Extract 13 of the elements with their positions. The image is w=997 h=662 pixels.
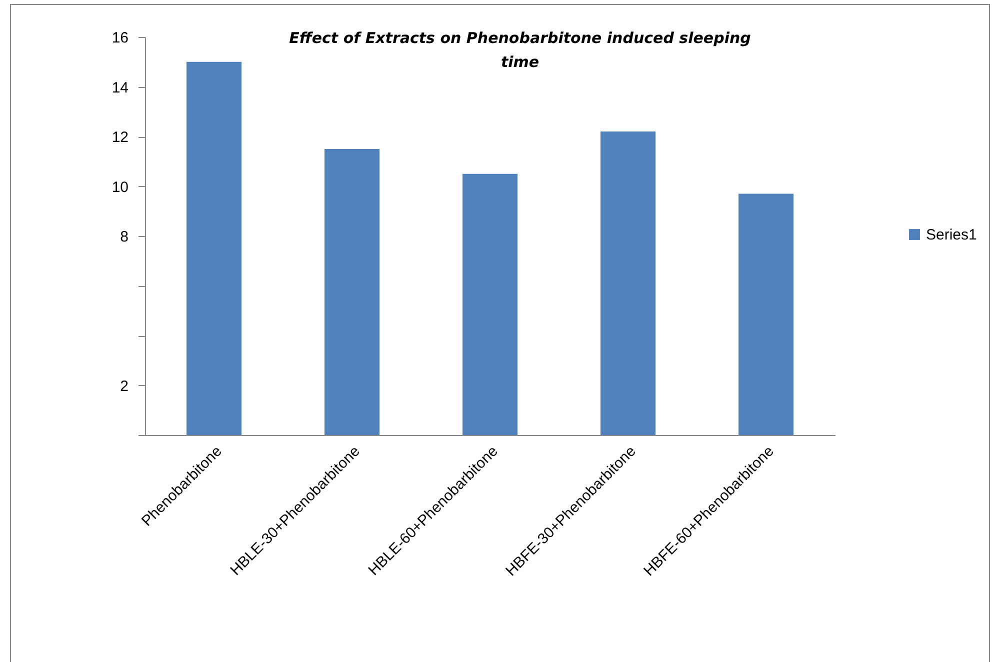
bar bbox=[738, 194, 794, 435]
bar bbox=[324, 148, 380, 435]
y-tick-label: 10 bbox=[112, 178, 128, 196]
bar bbox=[186, 62, 242, 435]
legend-label: Series1 bbox=[926, 226, 977, 244]
y-tick-label: 2 bbox=[120, 378, 128, 395]
y-tick-label: 16 bbox=[112, 30, 128, 46]
bar bbox=[462, 174, 518, 435]
bar bbox=[600, 132, 656, 435]
y-tick-label: 12 bbox=[112, 129, 128, 146]
chart-title: Effect of Extracts on Phenobarbitone induced sleeping time bbox=[289, 29, 752, 71]
y-tick-label: 14 bbox=[112, 79, 128, 96]
y-tick-label: 8 bbox=[120, 228, 128, 246]
